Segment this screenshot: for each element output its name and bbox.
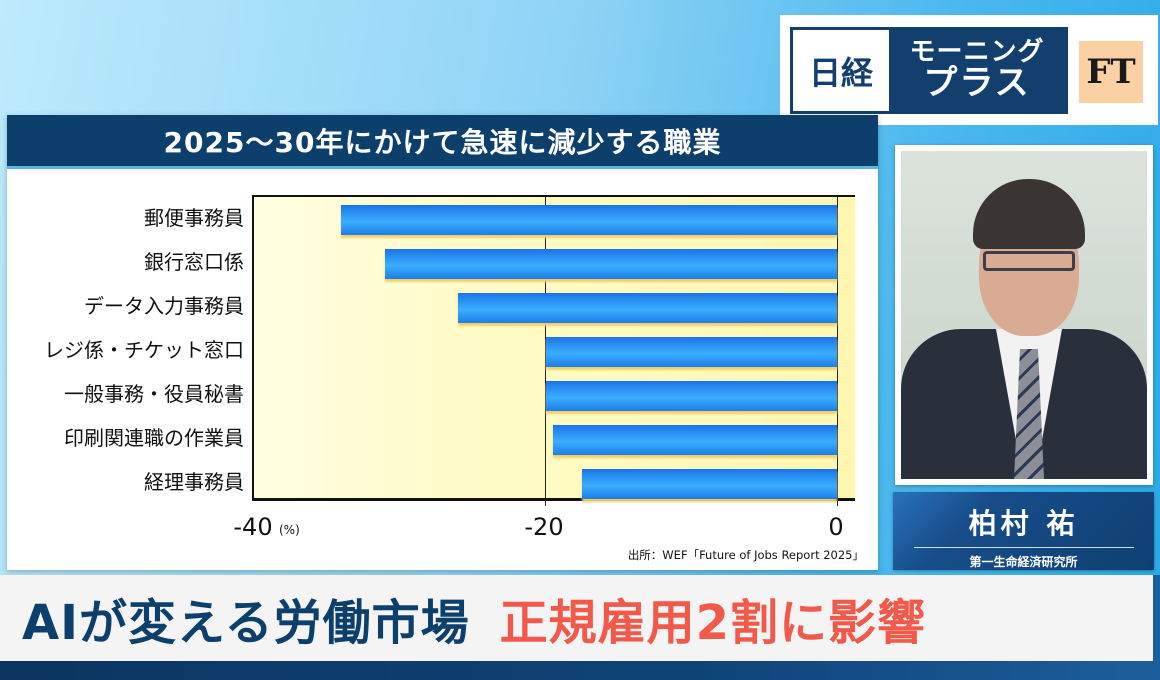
category-label: 郵便事務員 bbox=[144, 206, 244, 230]
category-label: 経理事務員 bbox=[144, 470, 244, 494]
logo-frame: 日経 モーニング プラス bbox=[790, 27, 1068, 114]
axis-unit: (%) bbox=[279, 523, 300, 537]
bar bbox=[545, 381, 837, 411]
category-label: 銀行窓口係 bbox=[144, 250, 244, 274]
logo-show-line2: プラス bbox=[923, 63, 1031, 104]
category-label: レジ係・チケット窓口 bbox=[44, 338, 244, 362]
chart-title: 2025〜30年にかけて急速に減少する職業 bbox=[7, 115, 878, 169]
logo-nikkei: 日経 bbox=[793, 30, 889, 111]
glasses-shape bbox=[983, 251, 1075, 271]
bottom-band bbox=[0, 661, 1160, 680]
bar bbox=[581, 469, 837, 499]
program-logo: 日経 モーニング プラス FT bbox=[780, 15, 1158, 125]
speaker-image bbox=[901, 151, 1147, 479]
category-label: 一般事務・役員秘書 bbox=[64, 382, 244, 406]
tick-zero: 0 bbox=[828, 513, 844, 541]
logo-show-title: モーニング プラス bbox=[889, 30, 1065, 111]
hair-shape bbox=[973, 179, 1085, 249]
ft-logo: FT bbox=[1079, 41, 1143, 103]
headline-banner: AIが変える労働市場 正規雇用2割に影響 bbox=[0, 575, 1153, 661]
speaker-nameplate: 柏村 祐 第一生命経済研究所 bbox=[893, 492, 1154, 570]
logo-show-line1: モーニング bbox=[909, 37, 1045, 67]
speaker-affiliation: 第一生命経済研究所 bbox=[969, 555, 1078, 569]
tick-minus40: -40 bbox=[233, 513, 273, 541]
tick-minus20: -20 bbox=[524, 513, 564, 541]
bar bbox=[545, 337, 837, 367]
category-label: データ入力事務員 bbox=[84, 294, 244, 318]
bar bbox=[552, 425, 837, 455]
nameplate-divider bbox=[913, 547, 1134, 548]
source-note: 出所：WEF「Future of Jobs Report 2025」 bbox=[627, 548, 864, 562]
gridline-zero bbox=[837, 197, 838, 506]
category-label: 印刷関連職の作業員 bbox=[64, 426, 244, 450]
speaker-name: 柏村 祐 bbox=[968, 507, 1079, 540]
bar bbox=[458, 293, 837, 323]
plot-area bbox=[252, 195, 855, 506]
headline-part1: AIが変える労働市場 bbox=[22, 595, 470, 651]
banner-edge bbox=[1153, 575, 1160, 661]
speaker-photo bbox=[895, 145, 1153, 485]
bar bbox=[341, 205, 837, 235]
chart-panel: 2025〜30年にかけて急速に減少する職業 郵便事務員銀行窓口係データ入力事務員… bbox=[7, 115, 878, 570]
bar bbox=[385, 249, 837, 279]
headline-part2: 正規雇用2割に影響 bbox=[499, 595, 926, 651]
